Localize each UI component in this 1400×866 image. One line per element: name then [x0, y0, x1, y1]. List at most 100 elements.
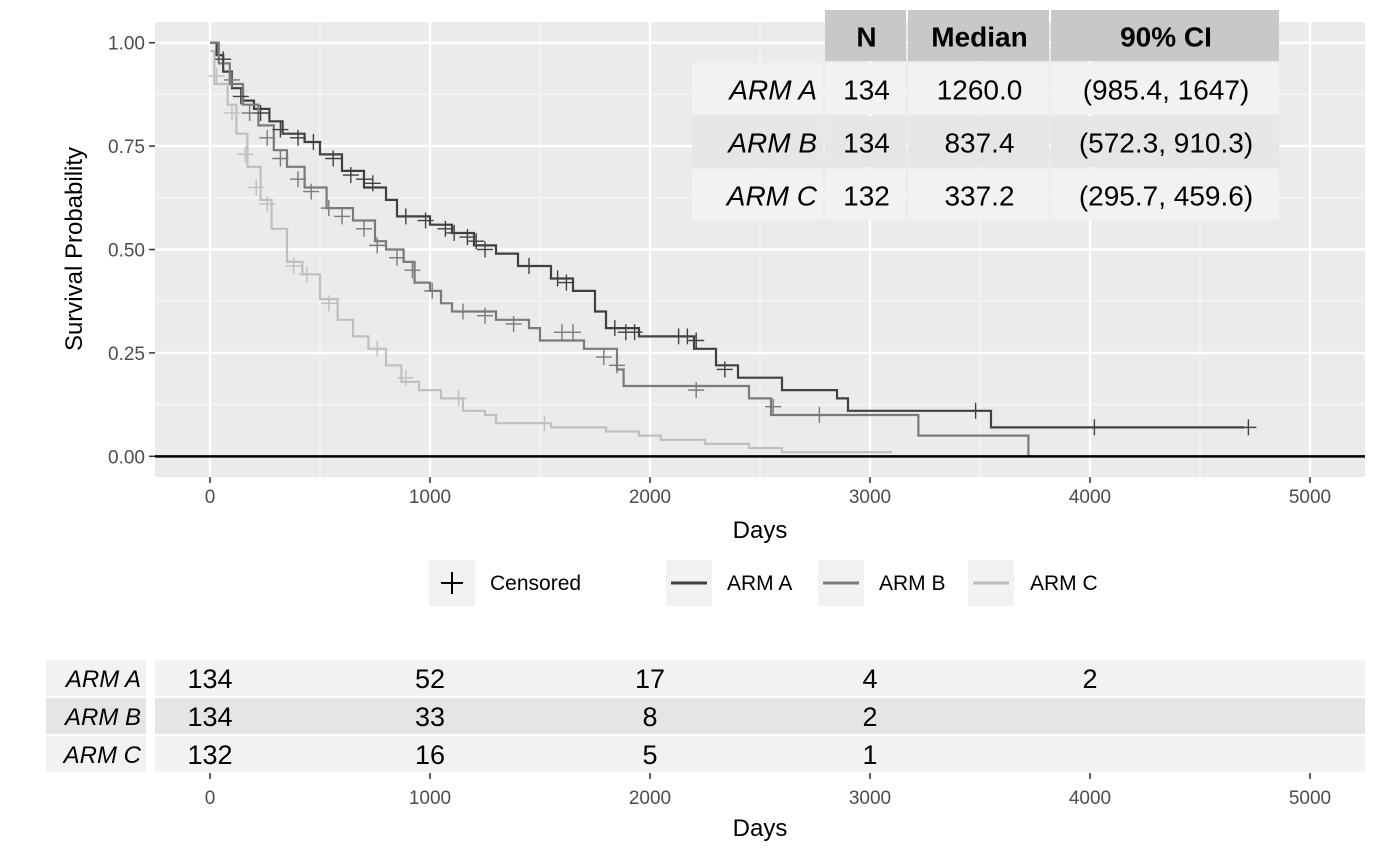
summary-value: (985.4, 1647)	[1083, 75, 1250, 106]
censor-mark-arm-a	[967, 402, 984, 419]
legend-label-arm-b: ARM B	[879, 572, 946, 595]
summary-cell	[908, 116, 1049, 167]
risk-row-band	[155, 660, 1365, 696]
censor-mark-arm-a	[521, 258, 537, 275]
risk-x-axis: 0 1000 2000 3000 4000 5000	[205, 773, 1331, 809]
km-curve-arm-a	[210, 41, 1244, 429]
x-tick-label: 5000	[1289, 487, 1331, 508]
legend-label-arm-c: ARM C	[1030, 572, 1098, 595]
censor-mark-arm-a	[606, 320, 623, 337]
km-panel: 0 1000 2000 3000 4000 5000 0.00 0.25 0.50 0.75 1.…	[61, 10, 1365, 544]
censor-mark-arm-a	[716, 361, 733, 378]
summary-header-cell	[1051, 10, 1279, 61]
censor-mark-arm-b	[303, 183, 320, 200]
censor-mark-arm-b	[389, 249, 405, 266]
summary-cell	[1051, 116, 1279, 167]
censor-mark-arm-c	[237, 146, 254, 163]
censor-mark-arm-a	[437, 220, 454, 237]
km-censor-marks	[208, 51, 1257, 436]
x-tick-label: 4000	[1069, 487, 1111, 508]
risk-x-tick-label: 4000	[1069, 788, 1111, 809]
risk-arm-cell	[46, 736, 146, 772]
risk-x-tick-label: 0	[205, 788, 216, 809]
km-curves	[210, 41, 1244, 457]
y-tick-label: 0.00	[108, 447, 145, 468]
summary-value: 1260.0	[937, 75, 1023, 106]
censor-mark-arm-b	[290, 171, 306, 188]
km-curve-arm-b	[210, 41, 1030, 457]
censor-mark-arm-a	[626, 324, 643, 341]
censor-mark-arm-b	[356, 220, 372, 237]
risk-table: ARM A 134 52 17 4 2 ARM B 134 33 8 2 ARM C 132 16 5 1	[46, 660, 1365, 772]
censor-mark-arm-a	[305, 133, 322, 150]
censor-mark-arm-b	[241, 105, 258, 121]
km-curve-arm-c	[210, 49, 892, 454]
censor-mark-arm-c	[298, 266, 315, 283]
censor-mark-arm-b	[404, 262, 421, 279]
summary-value: 134	[843, 75, 890, 106]
risk-arm-label: ARM B	[63, 704, 141, 731]
risk-count: 17	[635, 664, 665, 694]
x-tick-label: 3000	[849, 487, 891, 508]
risk-count: 132	[187, 740, 232, 770]
summary-value: 337.2	[944, 181, 1014, 212]
censor-mark-arm-b	[424, 282, 441, 299]
summary-header-text: 90% CI	[1120, 22, 1212, 53]
censor-mark-arm-c	[248, 179, 265, 196]
censor-mark-arm-a	[290, 129, 306, 146]
y-tick-label: 0.75	[108, 137, 145, 158]
censor-mark-arm-b	[609, 357, 625, 374]
censor-mark-arm-b	[320, 200, 337, 217]
censor-mark-arm-b	[259, 129, 276, 146]
risk-count: 4	[862, 664, 877, 694]
risk-arm-cell	[46, 698, 146, 734]
censor-mark-arm-c	[450, 390, 467, 407]
censor-mark-arm-b	[811, 406, 828, 423]
censor-mark-arm-b	[765, 398, 782, 415]
risk-x-tick-label: 5000	[1289, 788, 1331, 809]
censor-mark-arm-a	[215, 51, 232, 68]
summary-arm-label: ARM B	[726, 128, 817, 159]
risk-count: 8	[642, 702, 657, 732]
risk-x-axis-title: Days	[733, 815, 788, 842]
legend-label-arm-a: ARM A	[727, 572, 792, 595]
summary-cell	[825, 116, 906, 167]
risk-count: 2	[862, 702, 877, 732]
summary-cell	[692, 63, 823, 114]
censor-mark-arm-a	[459, 229, 476, 246]
censor-mark-arm-a	[417, 212, 434, 229]
summary-cell	[825, 169, 906, 220]
summary-cell	[1051, 169, 1279, 220]
censor-mark-arm-b	[505, 315, 522, 332]
risk-arm-label: ARM A	[64, 666, 141, 693]
censor-mark-arm-a	[272, 121, 289, 138]
censor-mark-arm-b	[595, 349, 612, 366]
risk-count: 16	[415, 740, 445, 770]
x-tick-label: 2000	[629, 487, 671, 508]
censor-mark-arm-a	[364, 175, 381, 192]
risk-count: 52	[415, 664, 445, 694]
summary-value: 837.4	[944, 128, 1014, 159]
summary-cell	[908, 63, 1049, 114]
summary-arm-label: ARM A	[727, 75, 817, 106]
censor-mark-arm-a	[1240, 419, 1257, 436]
censor-mark-arm-c	[397, 369, 414, 386]
censor-mark-arm-a	[342, 167, 359, 184]
censor-mark-arm-a	[1086, 419, 1103, 436]
censor-mark-arm-b	[224, 71, 240, 88]
km-x-axis: 0 1000 2000 3000 4000 5000	[205, 477, 1331, 508]
summary-value: (295.7, 459.6)	[1079, 181, 1253, 212]
risk-count: 134	[187, 664, 232, 694]
risk-x-tick-label: 3000	[849, 788, 891, 809]
censor-mark-arm-c	[285, 258, 302, 275]
censor-mark-arm-a	[446, 224, 463, 241]
summary-value: 134	[843, 128, 890, 159]
legend-label-censored: Censored	[490, 572, 581, 595]
summary-value: (572.3, 910.3)	[1079, 128, 1253, 159]
summary-table: N Median 90% CI ARM A 134 1260.0 (985.4, 1647)…	[692, 10, 1279, 220]
censor-mark-arm-a	[549, 270, 566, 287]
summary-cell	[692, 169, 823, 220]
censor-mark-arm-b	[565, 324, 581, 341]
censor-mark-arm-a	[397, 208, 414, 225]
